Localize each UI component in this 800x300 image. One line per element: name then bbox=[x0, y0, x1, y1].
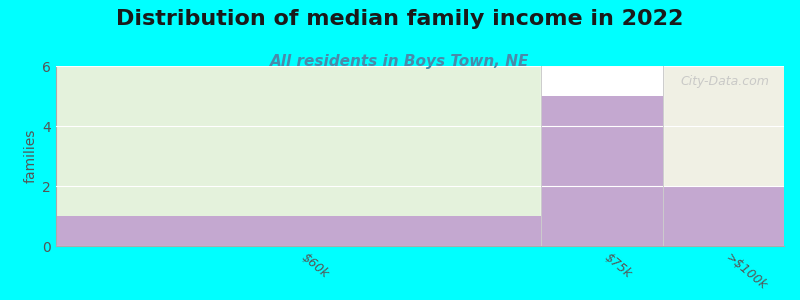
Bar bbox=[662, 66, 784, 246]
Bar bbox=[662, 186, 784, 246]
Text: City-Data.com: City-Data.com bbox=[681, 75, 770, 88]
Bar bbox=[542, 66, 662, 246]
Y-axis label: families: families bbox=[24, 129, 38, 183]
Text: All residents in Boys Town, NE: All residents in Boys Town, NE bbox=[270, 54, 530, 69]
Bar bbox=[56, 216, 542, 246]
Text: Distribution of median family income in 2022: Distribution of median family income in … bbox=[116, 9, 684, 29]
Bar bbox=[542, 96, 662, 246]
Bar bbox=[56, 66, 542, 246]
